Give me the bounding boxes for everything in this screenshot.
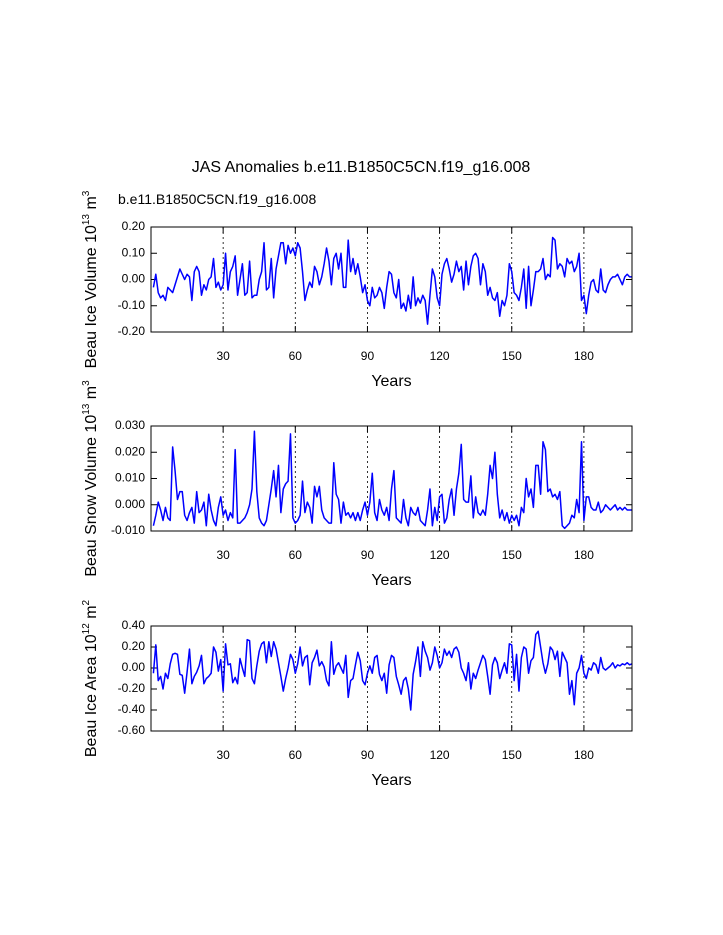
y-axis-label-exponent: 12 — [81, 623, 92, 635]
y-tick-label: 0.010 — [115, 471, 145, 485]
y-axis-label: Beau Snow Volume 1013 m3 — [81, 380, 100, 577]
x-tick-label: 180 — [574, 548, 594, 562]
y-tick-label: 0.00 — [122, 272, 146, 286]
y-tick-label: 0.40 — [122, 618, 146, 632]
y-tick-label: -0.010 — [111, 523, 145, 537]
y-axis-label-part: Beau Ice Area 10 — [83, 634, 100, 757]
y-axis-label-exponent: 2 — [81, 599, 92, 605]
x-tick-label: 150 — [502, 548, 522, 562]
x-tick-label: 90 — [361, 548, 375, 562]
y-axis-label: Beau Ice Volume 1013 m3 — [81, 190, 100, 368]
figure-subtitle: b.e11.B1850C5CN.f19_g16.008 — [118, 191, 316, 207]
plot-frame — [150, 226, 633, 333]
y-axis-label-exponent: 3 — [81, 380, 92, 386]
x-axis-label: Years — [371, 572, 411, 589]
data-line — [152, 236, 632, 325]
x-tick-label: 30 — [216, 548, 230, 562]
x-tick-label: 90 — [361, 748, 375, 762]
data-line — [152, 630, 633, 711]
x-tick-label: 150 — [502, 349, 522, 363]
y-tick-label: 0.030 — [115, 418, 145, 432]
y-axis-label-exponent: 13 — [81, 214, 92, 226]
x-tick-label: 30 — [216, 748, 230, 762]
x-tick-label: 60 — [289, 548, 303, 562]
x-tick-label: 60 — [289, 349, 303, 363]
x-tick-label: 120 — [430, 548, 450, 562]
x-tick-label: 180 — [574, 349, 594, 363]
y-tick-label: 0.000 — [115, 497, 145, 511]
y-axis-label-exponent: 13 — [81, 403, 92, 415]
y-tick-label: -0.20 — [118, 681, 146, 695]
x-tick-label: 180 — [574, 748, 594, 762]
y-tick-label: 0.00 — [122, 660, 146, 674]
x-tick-label: 30 — [216, 349, 230, 363]
y-axis-label-part: m — [83, 386, 100, 404]
y-tick-label: 0.20 — [122, 219, 146, 233]
plot-frame — [150, 625, 633, 732]
y-tick-label: -0.10 — [118, 298, 146, 312]
y-axis-label-part: m — [83, 605, 100, 623]
y-axis-label-part: Beau Ice Volume 10 — [83, 225, 100, 368]
data-line — [152, 430, 632, 530]
y-axis-label-part: m — [83, 196, 100, 214]
x-tick-label: 90 — [361, 349, 375, 363]
plot-frame — [150, 425, 633, 532]
y-tick-label: 0.20 — [122, 639, 146, 653]
y-tick-label: 0.10 — [122, 245, 146, 259]
x-axis-label: Years — [371, 373, 411, 390]
y-axis-label: Beau Ice Area 1012 m2 — [81, 599, 100, 757]
y-tick-label: 0.020 — [115, 444, 145, 458]
y-axis-label-exponent: 3 — [81, 190, 92, 196]
y-tick-label: -0.40 — [118, 702, 146, 716]
y-tick-label: -0.20 — [118, 324, 146, 338]
x-axis-label: Years — [371, 772, 411, 789]
x-tick-label: 120 — [430, 349, 450, 363]
y-axis-label-part: Beau Snow Volume 10 — [83, 415, 100, 577]
x-tick-label: 150 — [502, 748, 522, 762]
x-tick-label: 60 — [289, 748, 303, 762]
y-tick-label: -0.60 — [118, 723, 146, 737]
x-tick-label: 120 — [430, 748, 450, 762]
figure-title: JAS Anomalies b.e11.B1850C5CN.f19_g16.00… — [192, 159, 531, 176]
